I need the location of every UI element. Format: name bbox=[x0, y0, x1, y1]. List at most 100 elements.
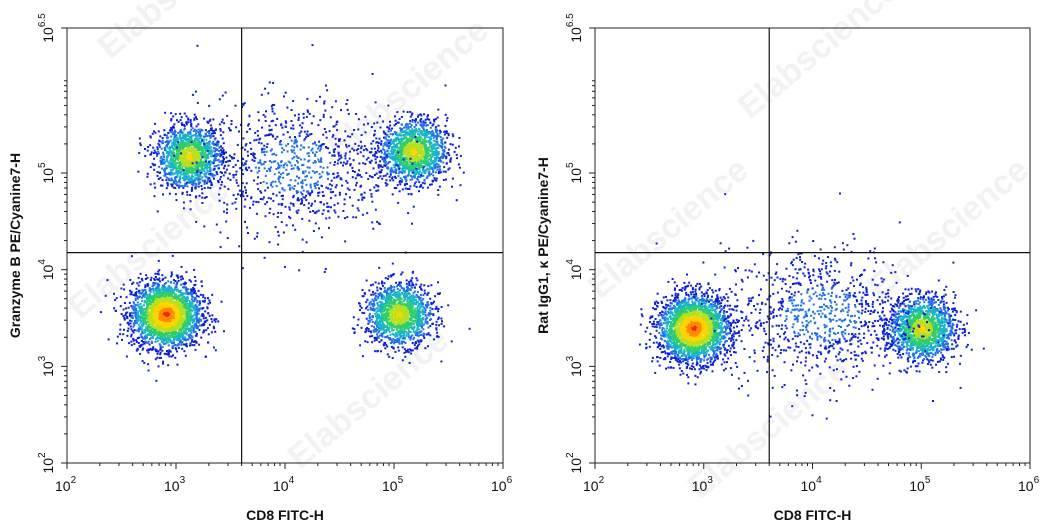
event-dot bbox=[177, 131, 180, 134]
event-dot bbox=[193, 299, 196, 302]
event-dot bbox=[130, 328, 133, 331]
event-dot bbox=[415, 283, 418, 286]
event-dot bbox=[419, 296, 422, 299]
event-dot bbox=[206, 327, 209, 330]
event-dot bbox=[194, 279, 197, 282]
event-dot bbox=[137, 330, 140, 333]
event-dot bbox=[200, 319, 203, 322]
event-dot bbox=[152, 314, 155, 317]
event-dot bbox=[374, 312, 377, 315]
event-dot bbox=[186, 296, 189, 299]
event-dot bbox=[188, 320, 191, 323]
event-dot bbox=[407, 317, 410, 320]
event-dot bbox=[194, 159, 197, 162]
event-dot bbox=[187, 302, 189, 305]
event-dot bbox=[136, 294, 138, 297]
event-dot bbox=[211, 320, 214, 323]
event-dot bbox=[136, 315, 139, 318]
event-dot bbox=[139, 319, 142, 321]
event-dot bbox=[211, 161, 214, 164]
event-dot bbox=[175, 298, 178, 301]
event-dot bbox=[407, 313, 410, 316]
event-dot bbox=[161, 339, 164, 342]
event-dot bbox=[192, 134, 195, 137]
event-dot bbox=[372, 300, 375, 303]
event-dot bbox=[148, 331, 151, 333]
event-dot bbox=[135, 291, 138, 294]
event-dot bbox=[392, 324, 395, 327]
event-dot bbox=[132, 281, 135, 284]
event-dot bbox=[416, 339, 419, 342]
event-dot bbox=[392, 293, 394, 296]
event-dot bbox=[182, 334, 185, 337]
event-dot bbox=[413, 323, 416, 326]
event-dot bbox=[380, 293, 383, 296]
event-dot bbox=[191, 301, 194, 303]
event-dot bbox=[148, 322, 151, 324]
event-dot bbox=[172, 142, 175, 145]
event-dot bbox=[161, 322, 164, 325]
event-dot bbox=[162, 333, 165, 336]
event-dot bbox=[191, 172, 194, 175]
event-dot bbox=[177, 153, 180, 156]
event-dot bbox=[412, 320, 415, 323]
event-dot bbox=[208, 132, 211, 135]
event-dot bbox=[152, 324, 155, 327]
event-dot bbox=[161, 319, 164, 322]
event-dot bbox=[163, 340, 166, 343]
event-dot bbox=[177, 314, 180, 317]
event-dot bbox=[197, 312, 200, 315]
event-dot bbox=[146, 305, 149, 307]
event-dot bbox=[155, 309, 158, 312]
event-dot bbox=[195, 137, 198, 140]
event-dot bbox=[161, 298, 164, 301]
event-dot bbox=[158, 295, 161, 298]
event-dot bbox=[194, 306, 197, 309]
event-dot bbox=[370, 318, 373, 321]
event-dot bbox=[178, 289, 181, 292]
event-dot bbox=[387, 288, 390, 291]
event-dot bbox=[390, 309, 393, 312]
event-dot bbox=[411, 342, 414, 344]
event-dot bbox=[142, 304, 145, 307]
event-dot bbox=[164, 293, 167, 296]
event-dot bbox=[186, 316, 189, 319]
event-dot bbox=[178, 333, 181, 336]
event-dot bbox=[373, 336, 376, 339]
event-dot bbox=[401, 328, 404, 331]
event-dot bbox=[410, 335, 413, 338]
event-dot bbox=[412, 338, 415, 341]
event-dot bbox=[174, 308, 177, 311]
event-dot bbox=[174, 311, 177, 314]
event-dot bbox=[152, 319, 155, 322]
event-dot bbox=[141, 309, 144, 312]
event-dot bbox=[156, 296, 159, 299]
event-dot bbox=[398, 314, 401, 317]
event-dot bbox=[398, 299, 401, 302]
event-dot bbox=[371, 316, 374, 319]
event-dot bbox=[159, 316, 162, 319]
event-dot bbox=[410, 307, 413, 310]
event-dot bbox=[194, 325, 197, 328]
event-dot bbox=[371, 321, 374, 323]
event-dot bbox=[171, 316, 174, 319]
event-dot bbox=[406, 304, 409, 307]
event-dot bbox=[215, 128, 217, 131]
event-dot bbox=[202, 296, 205, 299]
event-dot bbox=[407, 301, 410, 304]
event-dot bbox=[377, 335, 380, 338]
event-dot bbox=[176, 167, 179, 170]
event-dot bbox=[175, 320, 178, 323]
event-dot bbox=[435, 323, 438, 326]
event-dot bbox=[367, 322, 370, 325]
event-dot bbox=[176, 363, 179, 366]
event-dot bbox=[394, 335, 397, 338]
event-dot bbox=[185, 115, 188, 118]
event-dot bbox=[167, 337, 170, 339]
event-dot bbox=[171, 306, 174, 308]
event-dot bbox=[166, 288, 169, 291]
event-dot bbox=[155, 302, 158, 305]
event-dot bbox=[122, 283, 125, 286]
event-dot bbox=[163, 288, 166, 290]
event-dot bbox=[391, 311, 394, 314]
